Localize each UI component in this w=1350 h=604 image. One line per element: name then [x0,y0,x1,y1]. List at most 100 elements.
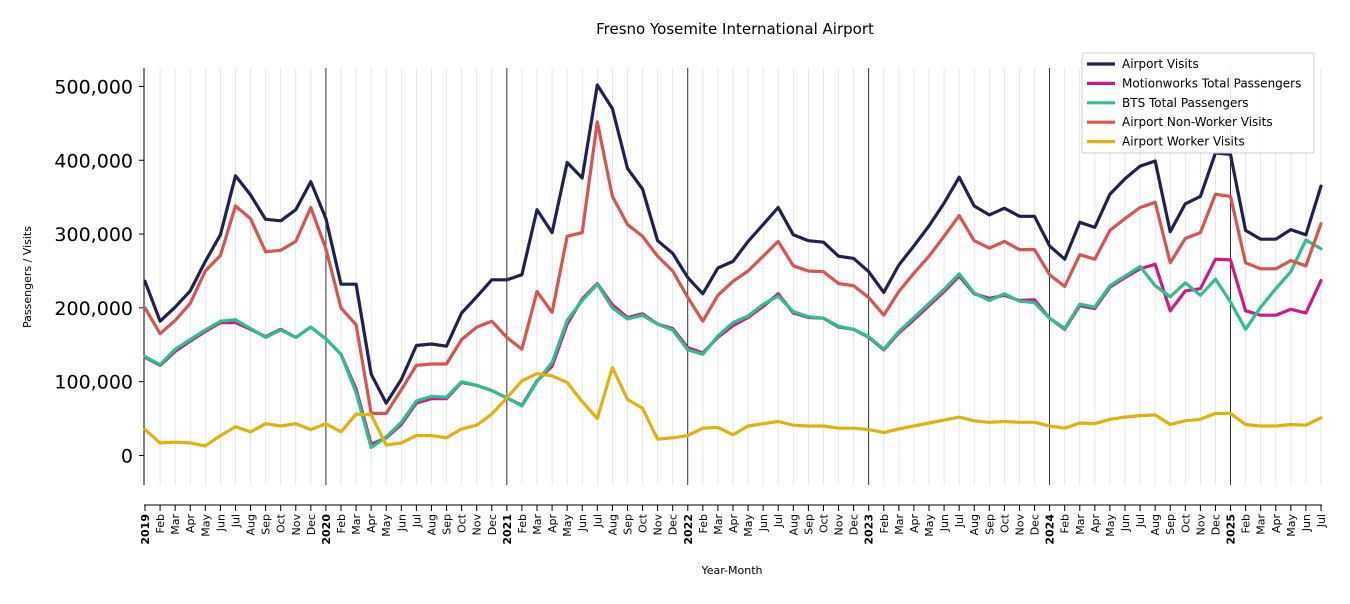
x-tick-label: Mar [169,514,182,535]
x-tick-label: Jun [576,514,589,532]
legend-entry-label: Airport Worker Visits [1122,135,1245,149]
x-tick-label: Aug [425,514,438,535]
x-tick-label: Jul [1315,514,1328,528]
x-tick-label: Jul [229,514,242,528]
x-tick-label: Jul [1134,514,1147,528]
x-tick-label: 2025 [1225,514,1238,545]
x-tick-label: Aug [968,514,981,535]
x-tick-label: May [1104,514,1117,537]
x-tick-label: Oct [456,513,469,533]
x-tick-label: Mar [1074,514,1087,535]
x-tick-label: Dec [486,514,499,535]
x-tick-label: May [561,514,574,537]
x-tick-label: May [742,514,755,537]
x-tick-label: Apr [908,514,921,534]
x-tick-label: Jun [1119,514,1132,532]
x-tick-label: Mar [712,514,725,535]
x-axis-label: Year-Month [700,564,762,577]
y-tick-label: 100,000 [54,372,133,394]
y-tick-label: 0 [121,445,133,467]
x-tick-label: Jul [953,514,966,528]
x-tick-label: Jun [1300,514,1313,532]
x-tick-label: Nov [652,514,665,536]
x-tick-label: Aug [606,514,619,535]
x-tick-label: 2019 [139,514,152,545]
x-tick-label: Dec [667,514,680,535]
x-tick-label: Jun [938,514,951,532]
x-tick-label: 2022 [682,514,695,545]
x-tick-label: Nov [1194,514,1207,536]
chart-title: Fresno Yosemite International Airport [596,20,874,38]
x-tick-label: Sep [441,514,454,535]
x-tick-label: Aug [787,514,800,535]
series-line-bts-total-passengers [143,238,1323,449]
x-tick-label: Oct [637,513,650,533]
x-tick-label: Aug [245,514,258,535]
x-tick-label: Feb [697,514,710,533]
x-tick-label: Mar [1255,514,1268,535]
x-tick-label: Jul [410,514,423,528]
x-tick-label: Feb [878,514,891,533]
x-tick-label: Apr [546,514,559,534]
x-tick-label: Feb [1059,514,1072,533]
x-tick-label: Sep [983,514,996,535]
x-tick-label: Apr [184,514,197,534]
axes: 0 100,000 200,000 300,000 400,000 500,000 2019… [54,68,1328,545]
x-tick-label: Feb [516,514,529,533]
series-line-airport-non-worker-visits [143,120,1323,415]
legend-entry-label: Motionworks Total Passengers [1122,76,1301,90]
x-tick-label: May [1285,514,1298,537]
x-tick-label: Sep [1164,514,1177,535]
legend: Airport Visits Motionworks Total Passenge… [1081,52,1315,154]
x-tick-label: Aug [1149,514,1162,535]
x-tick-label: Nov [1013,514,1026,536]
x-tick-label: 2021 [501,514,514,545]
x-tick-label: Jul [591,514,604,528]
x-tick-label: Oct [998,513,1011,533]
legend-box [1081,52,1315,154]
x-tick-label: Feb [1240,514,1253,533]
series-line-airport-visits [143,83,1323,405]
x-tick-label: Oct [275,513,288,533]
x-tick-label: Oct [817,513,830,533]
x-tick-label: Feb [335,514,348,533]
x-tick-label: Apr [727,514,740,534]
x-tick-label: Sep [802,514,815,535]
x-tick-label: Dec [305,514,318,535]
legend-entry-label: BTS Total Passengers [1122,96,1249,110]
x-tick-label: 2023 [863,514,876,545]
x-tick-label: Nov [833,514,846,536]
x-tick-label: Sep [260,514,273,535]
y-tick-label: 300,000 [54,224,133,246]
x-tick-label: Jun [757,514,770,532]
x-tick-label: May [923,514,936,537]
x-tick-label: Apr [365,514,378,534]
legend-entry-label: Airport Non-Worker Visits [1122,115,1273,129]
x-tick-label: Feb [154,514,167,533]
y-tick-label: 500,000 [54,76,133,98]
x-tick-label: Mar [893,514,906,535]
y-tick-label: 200,000 [54,298,133,320]
x-tick-label: 2024 [1044,514,1057,545]
x-tick-label: Dec [1209,514,1222,535]
x-tick-label: Jul [772,514,785,528]
x-tick-label: Jun [395,514,408,532]
x-tick-label: Mar [350,514,363,535]
x-tick-label: Nov [290,514,303,536]
x-tick-label: Apr [1270,514,1283,534]
series-lines [143,83,1323,449]
x-tick-label: May [199,514,212,537]
x-tick-label: Jun [214,514,227,532]
x-tick-label: Nov [471,514,484,536]
series-line-airport-worker-visits [143,366,1323,448]
x-tick-label: Dec [848,514,861,535]
x-tick-label: Mar [531,514,544,535]
legend-entry-label: Airport Visits [1122,57,1199,71]
x-tick-label: Oct [1179,513,1192,533]
x-tick-label: Sep [621,514,634,535]
y-axis-label: Passengers / Visits [21,226,34,328]
x-tick-label: Dec [1029,514,1042,535]
x-tick-label: 2020 [320,514,333,545]
